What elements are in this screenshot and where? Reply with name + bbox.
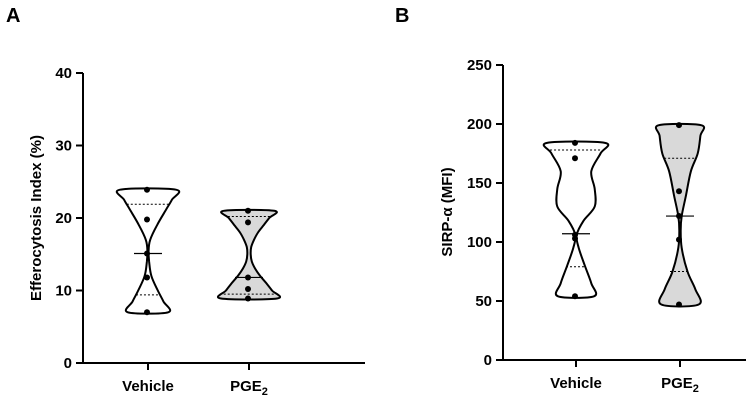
panel-b-data-point-vehicle-2 [572, 155, 578, 162]
panel-b-data-point-pge2-4 [676, 236, 682, 243]
panel-a-letter: A [6, 5, 20, 27]
panel-a-data-point-pge2-5 [245, 295, 251, 302]
panel-b-category-label-1: PGE2 [661, 375, 699, 395]
panel-b-data-point-vehicle-4 [572, 235, 578, 242]
panel-a-data-point-pge2-3 [245, 274, 251, 281]
panel-a-violin-pge2 [216, 208, 282, 301]
panel-a-y-tick-label-0: 0 [64, 355, 72, 372]
panel-a-data-point-pge2-1 [245, 207, 251, 214]
panel-a-y-tick-label-2: 20 [55, 210, 72, 227]
panel-b-y-tick-label-1: 50 [475, 293, 492, 310]
panel-a-data-point-vehicle-5 [144, 309, 150, 316]
panel-a-category-label-0: Vehicle [122, 378, 174, 395]
panel-a-data-point-pge2-4 [245, 286, 251, 293]
panel-b-data-point-pge2-1 [676, 122, 682, 129]
panel-b-y-tick-label-2: 100 [467, 234, 492, 251]
panel-b-y-tick-label-0: 0 [484, 352, 492, 369]
panel-b-data-point-vehicle-1 [572, 139, 578, 146]
panel-a-y-tick-label-3: 30 [55, 138, 72, 155]
panel-a-y-axis-title: Efferocytosis Index (%) [28, 135, 45, 301]
panel-a-y-tick-label-4: 40 [55, 65, 72, 82]
panel-b-letter: B [395, 5, 409, 27]
panel-a-data-point-vehicle-2 [144, 216, 150, 223]
panel-a-category-label-1: PGE2 [230, 378, 268, 398]
panel-b-data-point-pge2-2 [676, 188, 682, 195]
panel-a-data-point-vehicle-4 [144, 274, 150, 281]
panel-b-y-tick-label-3: 150 [467, 175, 492, 192]
panel-a: A Efferocytosis Index (%) 0 10 20 30 40 Vehic… [6, 5, 365, 398]
panel-b-category-label-0: Vehicle [550, 375, 602, 392]
panel-b-y-axis-title: SIRP-α (MFI) [439, 167, 456, 256]
panel-b: B SIRP-α (MFI) 0 50 100 150 200 250 Vehicle PGE… [395, 5, 746, 395]
panel-b-data-point-pge2-5 [676, 301, 682, 308]
panel-a-y-tick-label-1: 10 [55, 283, 72, 300]
panel-b-data-point-vehicle-5 [572, 293, 578, 300]
panel-b-data-point-pge2-3 [676, 213, 682, 220]
panel-b-violin-vehicle [542, 140, 610, 299]
panel-a-data-point-pge2-2 [245, 219, 251, 226]
panel-b-y-tick-label-5: 250 [467, 57, 492, 74]
panel-a-data-point-vehicle-3 [144, 250, 150, 257]
panel-a-data-point-vehicle-1 [144, 186, 150, 193]
panel-b-y-tick-label-4: 200 [467, 116, 492, 133]
